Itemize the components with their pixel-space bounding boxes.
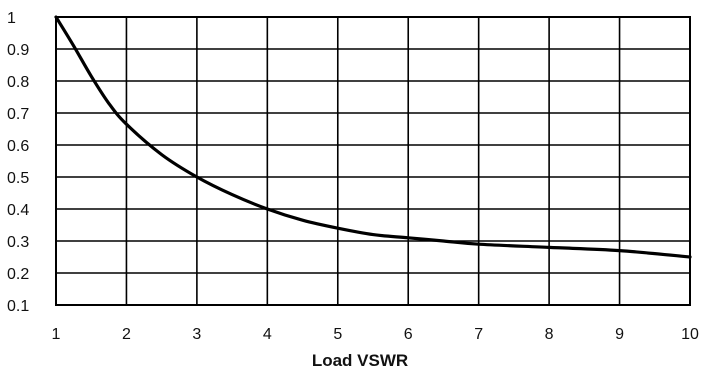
x-tick-label: 1 xyxy=(52,326,61,343)
series-layer xyxy=(54,15,692,259)
x-axis-ticks: 1 2 3 4 5 6 7 8 9 10 xyxy=(52,326,699,343)
x-tick-label: 10 xyxy=(681,326,699,343)
y-tick-label: 0.2 xyxy=(7,266,29,283)
x-tick-label: 6 xyxy=(404,326,413,343)
y-axis-ticks: 0.1 0.2 0.3 0.4 0.5 0.6 0.7 0.8 0.9 1 xyxy=(7,10,29,315)
y-tick-label: 0.6 xyxy=(7,138,29,155)
y-tick-label: 0.1 xyxy=(7,298,29,315)
y-tick-label: 0.3 xyxy=(7,234,29,251)
y-tick-label: 1 xyxy=(7,10,16,27)
x-tick-label: 4 xyxy=(263,326,272,343)
x-tick-label: 3 xyxy=(192,326,201,343)
x-tick-label: 7 xyxy=(474,326,483,343)
grid xyxy=(55,16,691,306)
y-tick-label: 0.9 xyxy=(7,42,29,59)
y-tick-label: 0.5 xyxy=(7,170,29,187)
x-tick-label: 5 xyxy=(333,326,342,343)
x-tick-label: 9 xyxy=(615,326,624,343)
x-tick-label: 8 xyxy=(545,326,554,343)
plot-frame xyxy=(55,16,691,306)
x-axis-title: Load VSWR xyxy=(312,351,408,370)
y-tick-label: 0.4 xyxy=(7,202,29,219)
x-tick-label: 2 xyxy=(122,326,131,343)
y-tick-label: 0.7 xyxy=(7,106,29,123)
series-line-0 xyxy=(54,15,692,259)
y-tick-label: 0.8 xyxy=(7,74,29,91)
